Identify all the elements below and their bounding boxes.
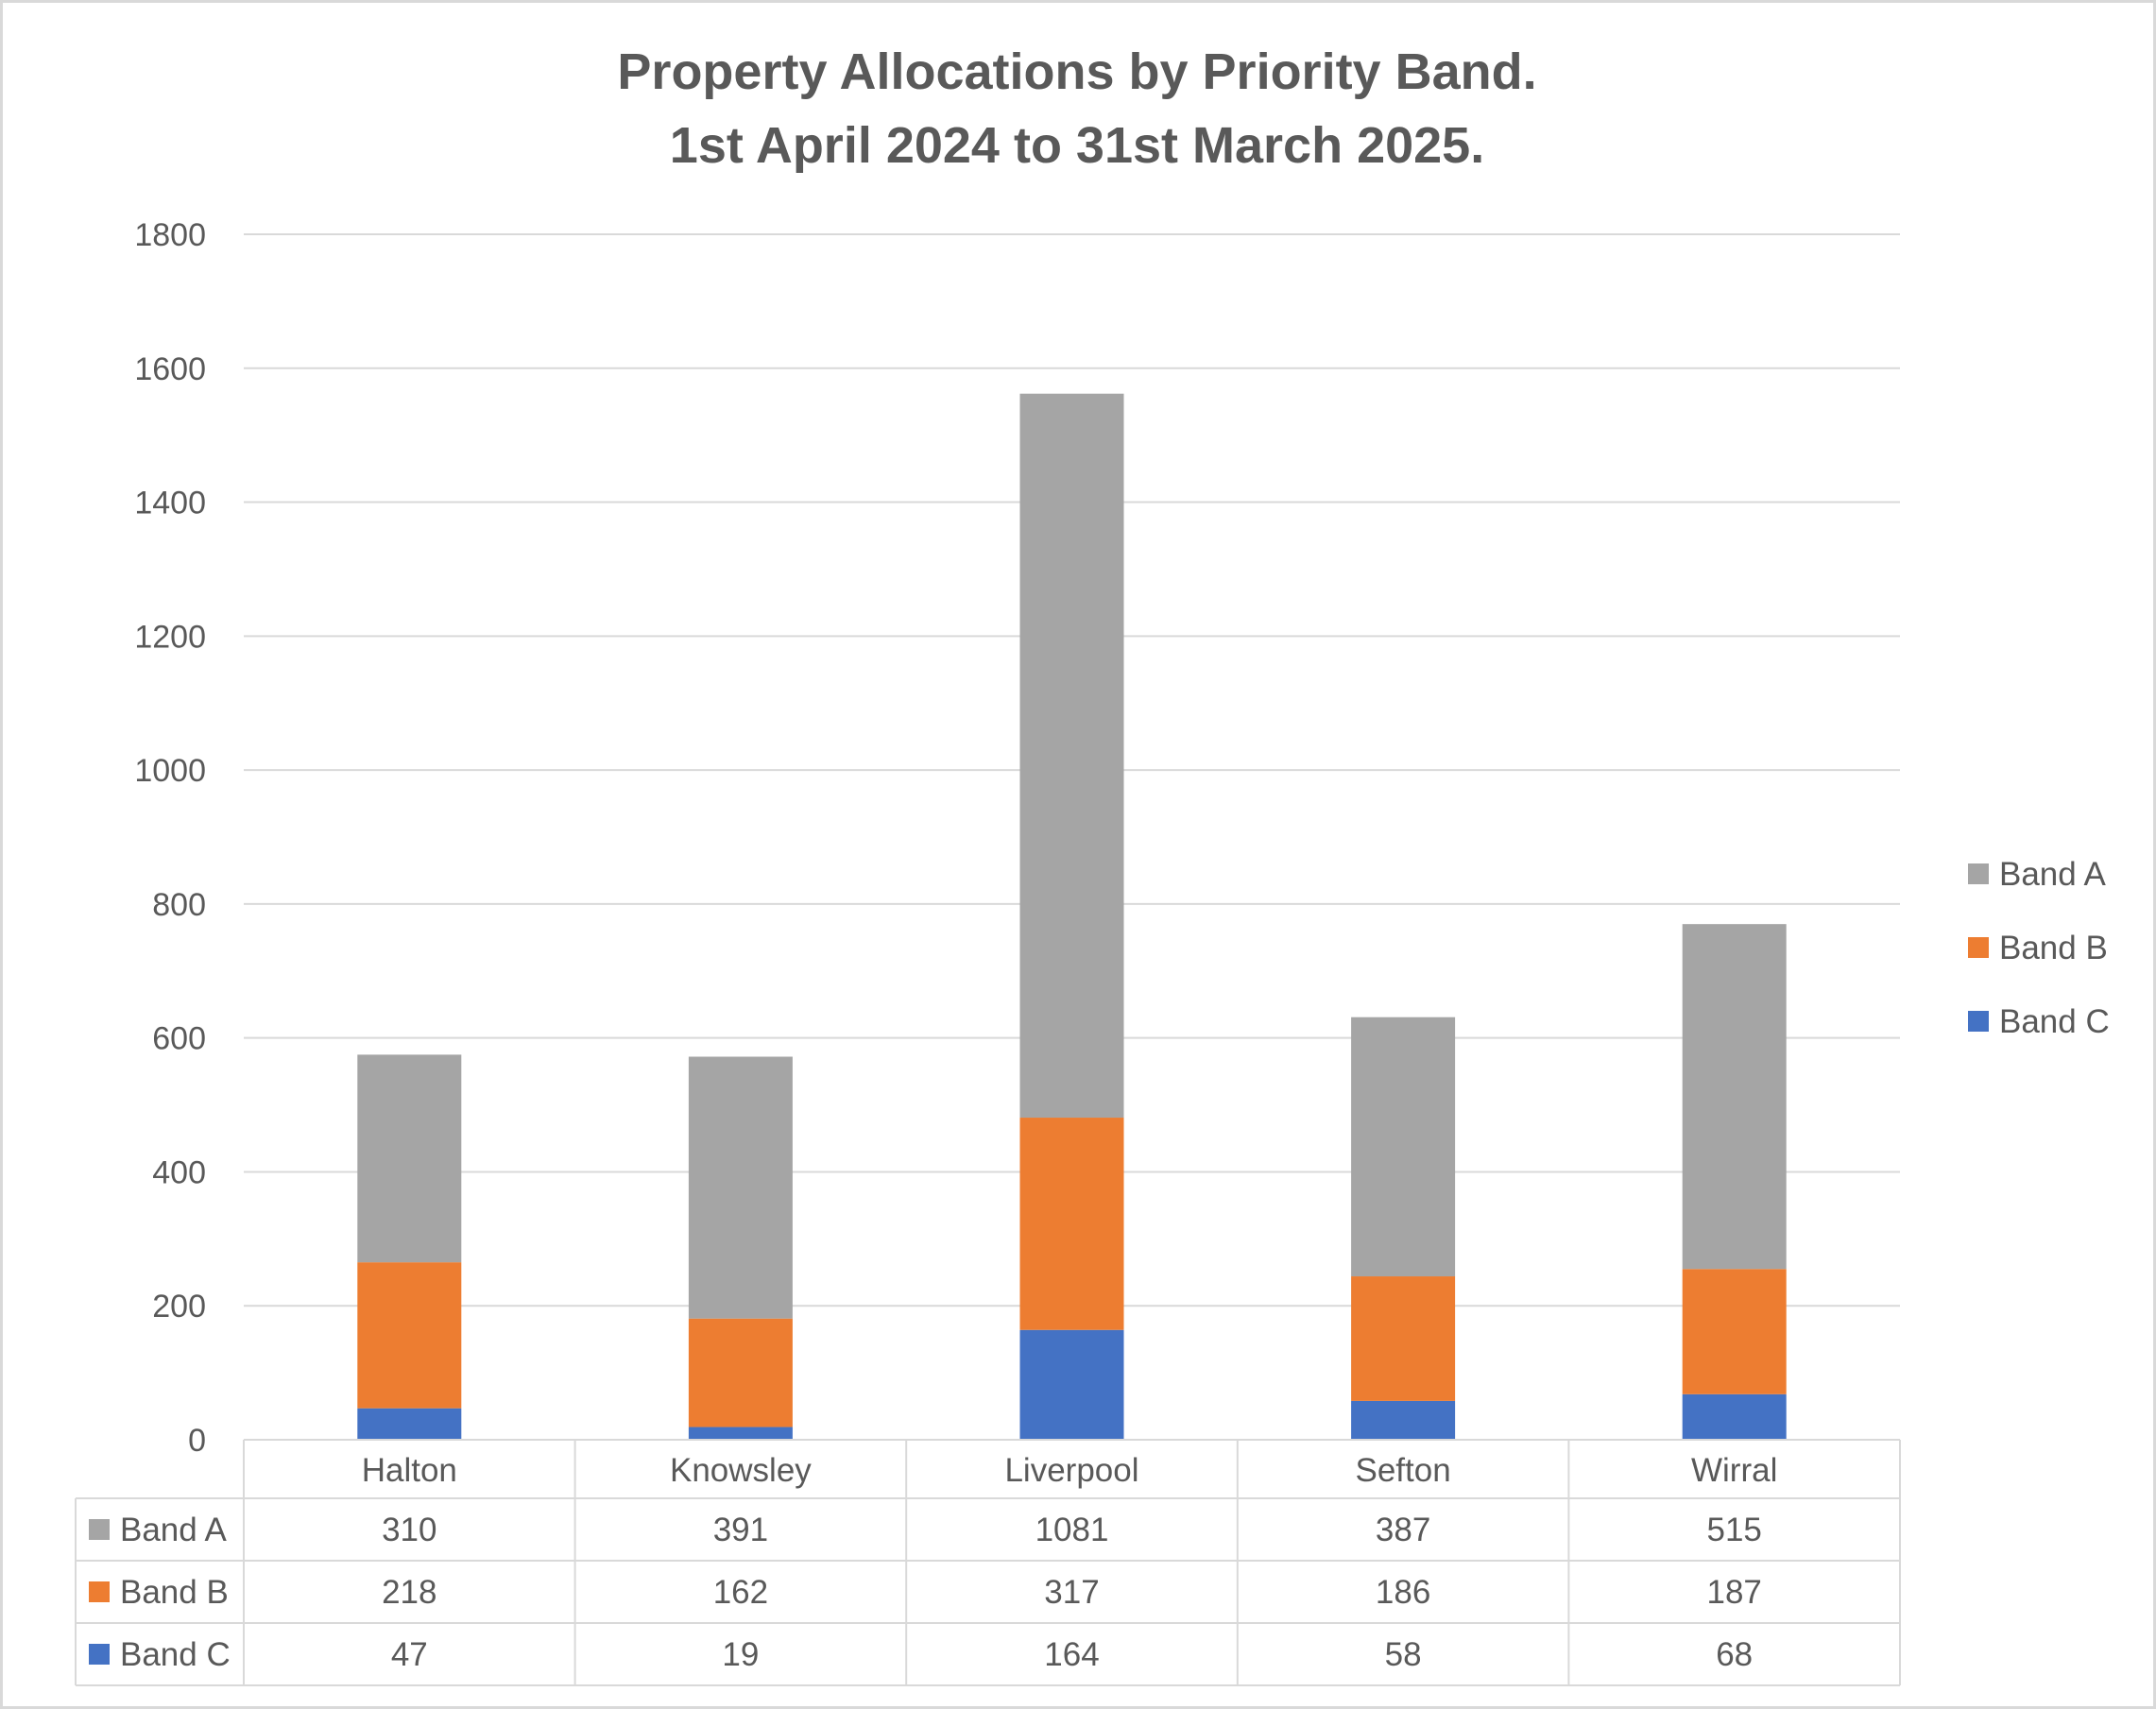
chart-title-line-1: Property Allocations by Priority Band. (617, 43, 1536, 100)
data-label-band-b-knowsley: 162 (713, 1574, 768, 1611)
data-label-band-a-halton: 310 (382, 1512, 436, 1548)
data-label-band-c-sefton: 58 (1385, 1636, 1422, 1673)
bar-sefton-band-c (1351, 1400, 1456, 1440)
data-label-band-b-halton: 218 (382, 1574, 436, 1611)
y-tick-label: 1400 (134, 486, 206, 521)
y-tick-label: 1600 (134, 351, 206, 387)
bar-sefton-band-b (1351, 1276, 1456, 1401)
bar-knowsley-band-b (688, 1318, 793, 1427)
data-table: Halton Knowsley Liverpool Sefton Wirral Band … (75, 1439, 1901, 1686)
bar-halton-band-c (357, 1408, 462, 1440)
bars (357, 393, 1787, 1440)
data-label-band-c-halton: 47 (391, 1636, 428, 1673)
x-tick-label-liverpool: Liverpool (1004, 1452, 1138, 1489)
table-row-label-band-c: Band C (120, 1636, 231, 1673)
bar-liverpool-band-a (1019, 393, 1124, 1119)
bar-knowsley-band-c (688, 1427, 793, 1440)
y-axis-ticks: 0 200 400 600 800 1000 1200 1400 1600 1800 (134, 217, 206, 1459)
data-label-band-c-liverpool: 164 (1044, 1636, 1099, 1673)
y-tick-label: 1000 (134, 753, 206, 789)
chart-title-line-2: 1st April 2024 to 31st March 2025. (670, 117, 1484, 174)
data-label-band-b-wirral: 187 (1706, 1574, 1761, 1611)
table-row-label-band-a: Band A (120, 1512, 228, 1548)
bar-wirral-band-a (1682, 924, 1787, 1270)
table-legend-key-band-c (89, 1644, 110, 1665)
legend-label-band-a: Band A (1999, 856, 2107, 893)
y-tick-label: 1800 (134, 217, 206, 253)
y-tick-label: 400 (152, 1154, 206, 1190)
bar-wirral-band-c (1682, 1393, 1787, 1440)
legend: Band A Band B Band C (1968, 856, 2110, 1040)
table-legend-key-band-b (89, 1581, 110, 1602)
bar-liverpool-band-b (1019, 1118, 1124, 1330)
data-label-band-a-liverpool: 1081 (1035, 1512, 1109, 1548)
bar-knowsley-band-a (688, 1056, 793, 1319)
x-tick-label-knowsley: Knowsley (670, 1452, 812, 1489)
bar-liverpool-band-c (1019, 1329, 1124, 1440)
table-row-label-band-b: Band B (120, 1574, 229, 1611)
legend-key-band-a (1968, 863, 1989, 884)
data-label-band-b-sefton: 186 (1376, 1574, 1430, 1611)
data-label-band-a-wirral: 515 (1706, 1512, 1761, 1548)
legend-label-band-b: Band B (1999, 930, 2108, 966)
bar-sefton-band-a (1351, 1017, 1456, 1277)
data-label-band-a-knowsley: 391 (713, 1512, 768, 1548)
y-tick-label: 200 (152, 1289, 206, 1324)
y-tick-label: 0 (188, 1423, 206, 1459)
x-tick-label-sefton: Sefton (1355, 1452, 1450, 1489)
y-tick-label: 800 (152, 887, 206, 923)
legend-label-band-c: Band C (1999, 1003, 2110, 1040)
data-label-band-a-sefton: 387 (1376, 1512, 1430, 1548)
y-tick-label: 1200 (134, 619, 206, 655)
x-tick-label-wirral: Wirral (1691, 1452, 1777, 1489)
legend-key-band-b (1968, 937, 1989, 958)
data-label-band-b-liverpool: 317 (1044, 1574, 1099, 1611)
table-legend-key-band-a (89, 1519, 110, 1540)
data-label-band-c-wirral: 68 (1716, 1636, 1753, 1673)
x-tick-label-halton: Halton (362, 1452, 457, 1489)
legend-key-band-c (1968, 1011, 1989, 1032)
bar-wirral-band-b (1682, 1269, 1787, 1394)
y-tick-label: 600 (152, 1021, 206, 1057)
bar-halton-band-a (357, 1054, 462, 1263)
data-label-band-c-knowsley: 19 (722, 1636, 759, 1673)
bar-halton-band-b (357, 1262, 462, 1409)
